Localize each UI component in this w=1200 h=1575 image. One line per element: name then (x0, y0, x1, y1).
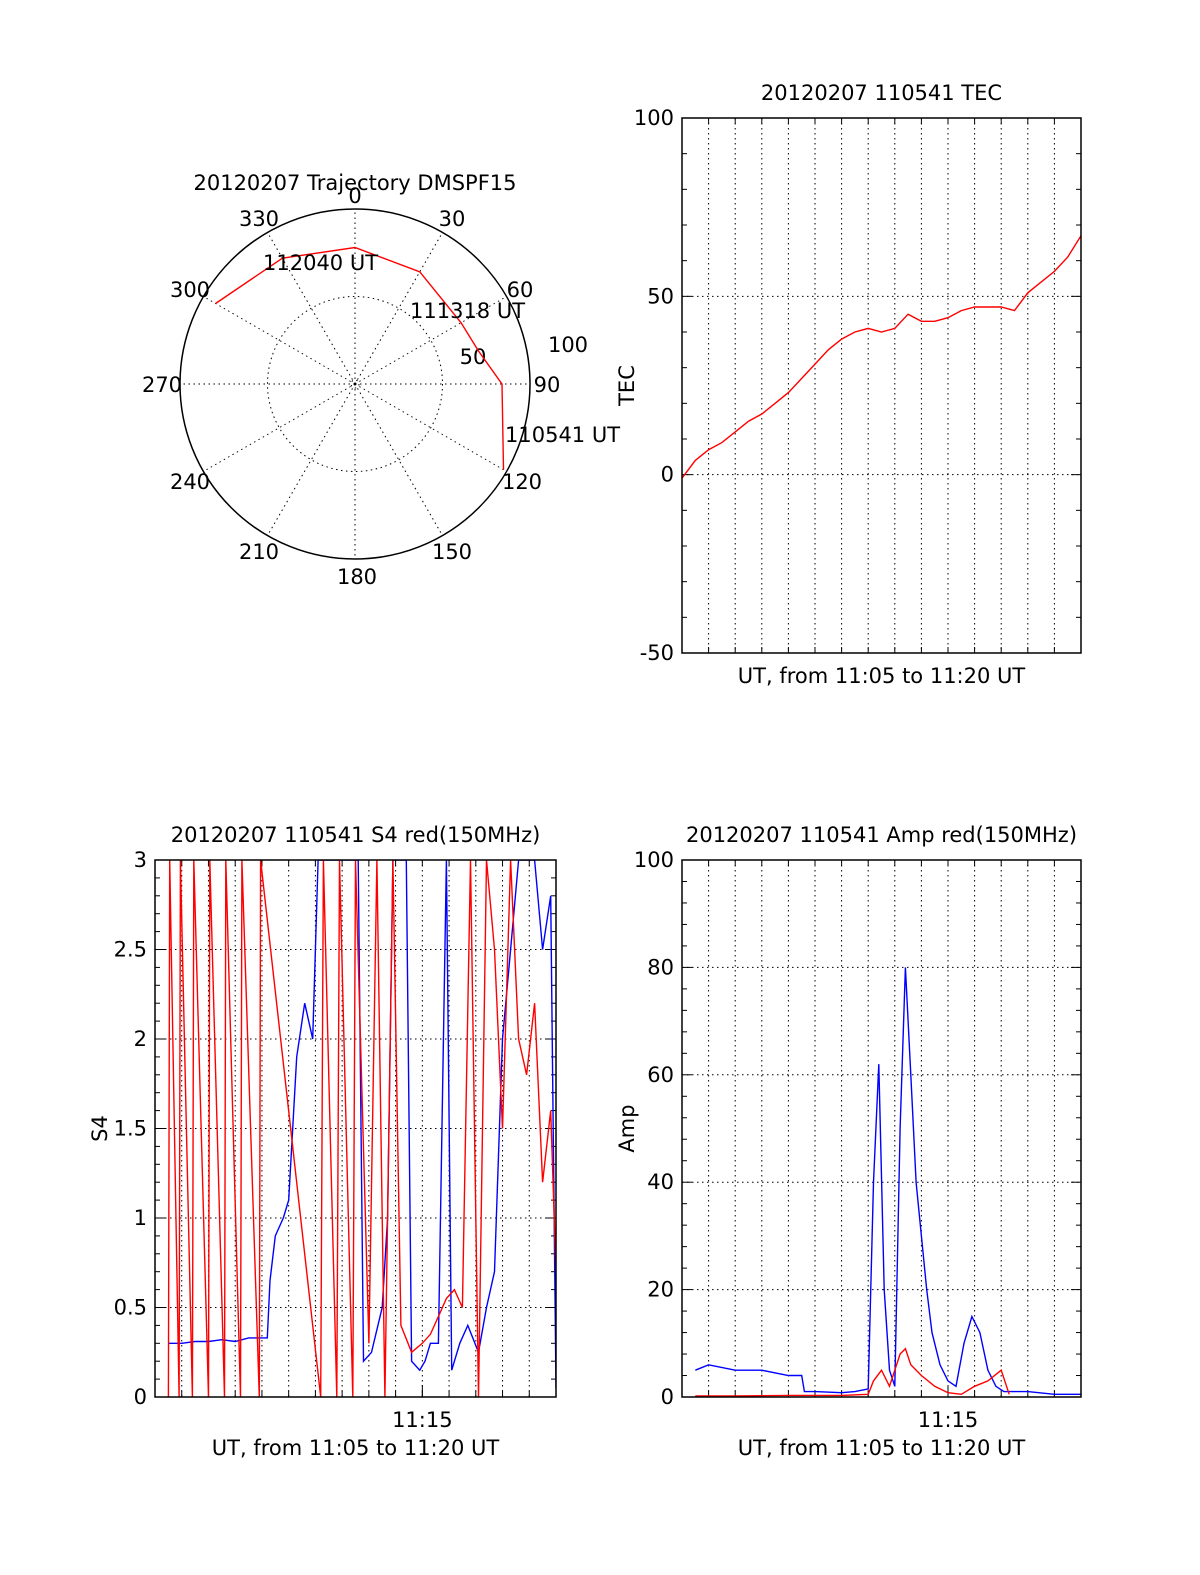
s4-chart: 20120207 110541 S4 red(150MHz) 0 0.5 1 1.5 2 2… (88, 823, 557, 1460)
angle-label: 60 (507, 278, 534, 302)
radial-spoke (203, 383, 356, 472)
y-tick-label: 3 (134, 848, 147, 872)
time-annotation: 110541 UT (505, 423, 620, 447)
y-tick-label: 80 (647, 955, 674, 979)
angle-label: 120 (502, 470, 542, 494)
x-tick-label: 11:15 (392, 1408, 453, 1432)
y-tick-label: 1 (134, 1206, 147, 1230)
x-axis-label: UT, from 11:05 to 11:20 UT (212, 1436, 500, 1460)
y-tick-label: 60 (647, 1063, 674, 1087)
y-tick-label: 0 (661, 1385, 674, 1409)
angle-label: 270 (142, 373, 182, 397)
x-tick-label: 11:15 (918, 1408, 979, 1432)
y-tick-label: 1.5 (114, 1117, 147, 1141)
plot-frame (681, 859, 1082, 1398)
series-line-red (695, 1347, 1010, 1397)
center-ring (350, 379, 360, 389)
radial-spoke (354, 383, 443, 536)
y-tick-label: 20 (647, 1278, 674, 1302)
angle-label: 180 (337, 565, 377, 589)
angle-label: 330 (239, 207, 279, 231)
y-tick-label: -50 (640, 641, 674, 665)
radial-label: 100 (548, 333, 588, 357)
angle-label: 300 (170, 278, 210, 302)
time-annotation: 111318 UT (410, 299, 525, 323)
y-tick-label: 2.5 (114, 938, 147, 962)
radial-spoke (267, 383, 356, 536)
angle-label: 150 (432, 540, 472, 564)
chart-title: 20120207 Trajectory DMSPF15 (193, 171, 516, 195)
angle-label: 240 (170, 470, 210, 494)
x-axis-label: UT, from 11:05 to 11:20 UT (738, 664, 1026, 688)
series-line-blue (695, 967, 1081, 1396)
y-tick-label: 0.5 (114, 1296, 147, 1320)
amp-chart: 20120207 110541 Amp red(150MHz) 0 20 40 60 80… (615, 823, 1082, 1460)
y-axis-label: TEC (615, 365, 639, 407)
trajectory-line (215, 246, 505, 470)
y-tick-label: 0 (134, 1385, 147, 1409)
time-annotation: 112040 UT (263, 251, 378, 275)
angle-label: 90 (534, 373, 561, 397)
y-axis-label: S4 (88, 1115, 112, 1142)
plot-frame (154, 859, 557, 1398)
range-ring (267, 296, 443, 472)
tec-chart: 20120207 110541 TEC -50 0 50 100 UT, from 11:… (615, 81, 1082, 688)
series-line-red (167, 860, 556, 1397)
angle-label: 30 (439, 207, 466, 231)
radial-spoke (203, 296, 356, 385)
chart-title: 20120207 110541 TEC (761, 81, 1002, 105)
angle-label: 210 (239, 540, 279, 564)
outer-ring (179, 208, 531, 560)
chart-title: 20120207 110541 S4 red(150MHz) (171, 823, 541, 847)
y-tick-label: 2 (134, 1027, 147, 1051)
y-tick-label: 100 (634, 106, 674, 130)
y-axis-label: Amp (615, 1104, 639, 1152)
y-tick-label: 50 (647, 284, 674, 308)
radial-spoke (354, 383, 507, 472)
series-line-blue (168, 860, 556, 1389)
chart-title: 20120207 110541 Amp red(150MHz) (686, 823, 1077, 847)
angle-label: 0 (348, 184, 361, 208)
y-tick-label: 40 (647, 1170, 674, 1194)
y-tick-label: 100 (634, 848, 674, 872)
radial-spoke (354, 296, 507, 385)
series-line-red (682, 235, 1081, 479)
y-tick-label: 0 (661, 463, 674, 487)
x-axis-label: UT, from 11:05 to 11:20 UT (738, 1436, 1026, 1460)
plot-frame (681, 117, 1082, 654)
radial-spoke (354, 232, 443, 385)
